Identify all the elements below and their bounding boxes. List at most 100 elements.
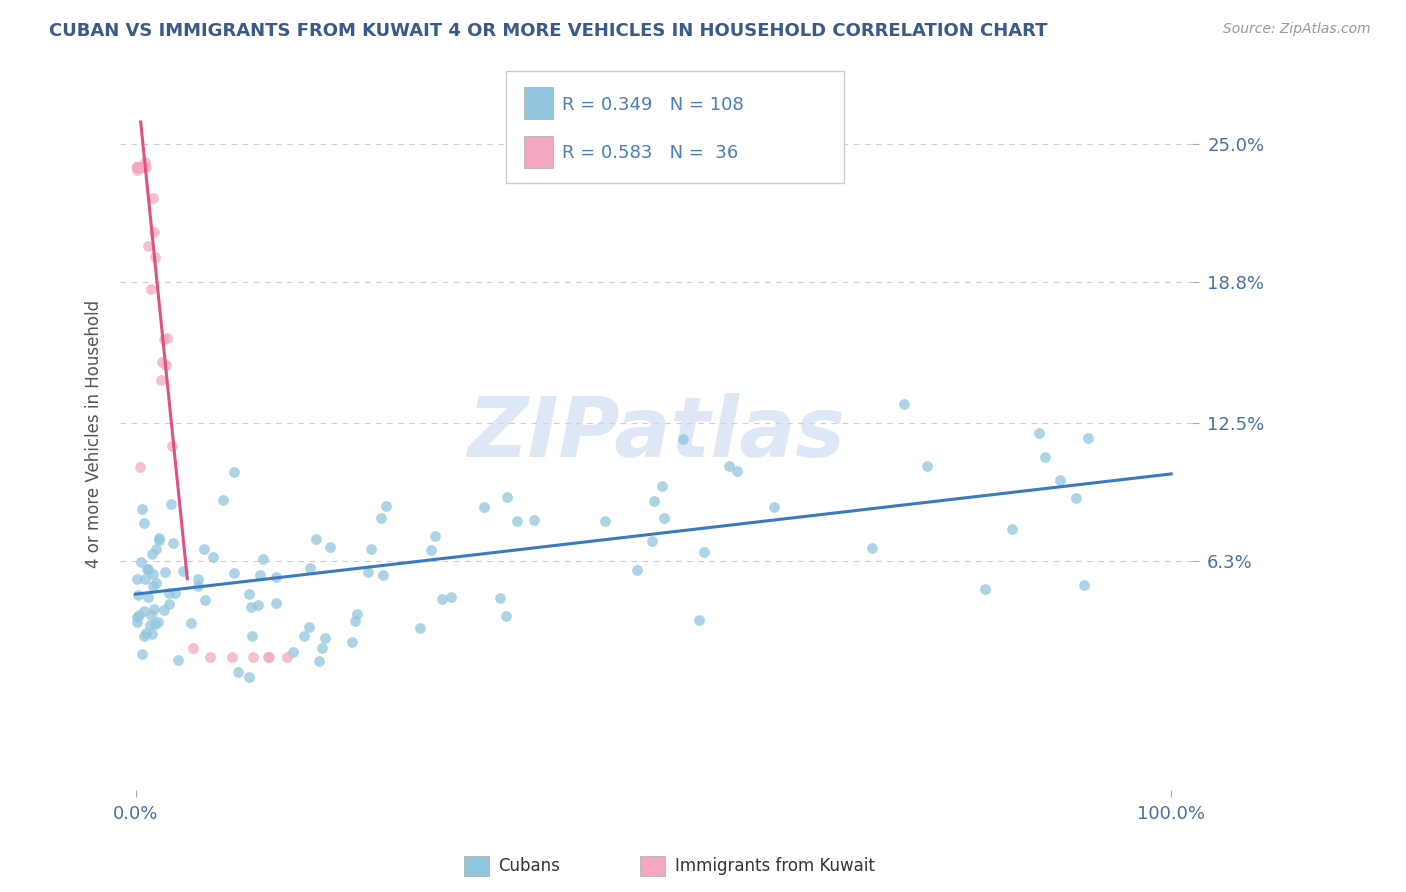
Point [142, 602, 165, 616]
Point [125, 160, 148, 174]
Point [488, 591, 510, 605]
Point [893, 397, 915, 411]
Point [139, 607, 162, 622]
Point [136, 590, 159, 604]
Point [200, 649, 222, 664]
Point [162, 535, 184, 549]
Point [915, 459, 938, 474]
Text: Source: ZipAtlas.com: Source: ZipAtlas.com [1223, 22, 1371, 37]
Point [135, 626, 157, 640]
Point [651, 479, 673, 493]
Point [160, 497, 183, 511]
Point [725, 464, 748, 478]
Point [643, 494, 665, 508]
Point [136, 562, 159, 576]
Point [131, 647, 153, 661]
Point [1073, 577, 1095, 591]
Point [125, 573, 148, 587]
Point [292, 629, 315, 643]
Point [181, 640, 204, 655]
Point [495, 490, 517, 504]
Point [125, 160, 148, 174]
Point [688, 613, 710, 627]
Point [128, 460, 150, 475]
Point [252, 552, 274, 566]
Point [304, 532, 326, 546]
Point [211, 493, 233, 508]
Point [152, 354, 174, 368]
Point [127, 588, 149, 602]
Point [125, 160, 148, 174]
Point [128, 160, 150, 174]
Point [1028, 426, 1050, 441]
Point [276, 649, 298, 664]
Point [626, 563, 648, 577]
Text: Cubans: Cubans [498, 856, 560, 874]
Point [148, 531, 170, 545]
Point [143, 616, 166, 631]
Point [153, 565, 176, 579]
Point [187, 572, 209, 586]
Point [131, 502, 153, 516]
Point [139, 282, 162, 296]
Point [360, 541, 382, 556]
Point [134, 155, 156, 169]
Point [249, 568, 271, 582]
Point [128, 160, 150, 174]
Point [242, 649, 264, 664]
Point [142, 225, 165, 239]
Point [641, 533, 664, 548]
Point [340, 635, 363, 649]
Point [1033, 450, 1056, 465]
Point [693, 544, 716, 558]
Point [131, 160, 153, 174]
Point [187, 579, 209, 593]
Point [125, 163, 148, 178]
Point [1049, 473, 1071, 487]
Point [202, 550, 225, 565]
Point [142, 566, 165, 581]
Point [247, 599, 270, 613]
Point [131, 555, 153, 569]
Text: R = 0.349   N = 108: R = 0.349 N = 108 [562, 95, 744, 113]
Point [264, 570, 287, 584]
Point [221, 649, 243, 664]
Point [308, 654, 330, 668]
Point [166, 653, 188, 667]
Point [343, 614, 366, 628]
Point [194, 593, 217, 607]
Point [134, 572, 156, 586]
Point [224, 465, 246, 479]
Point [145, 542, 167, 557]
Point [373, 568, 395, 582]
Point [419, 543, 441, 558]
Text: Immigrants from Kuwait: Immigrants from Kuwait [675, 856, 875, 874]
Point [506, 514, 529, 528]
Point [256, 649, 278, 664]
Point [157, 597, 180, 611]
Point [440, 591, 463, 605]
Point [134, 516, 156, 531]
Point [160, 440, 183, 454]
Point [136, 238, 159, 252]
Point [143, 250, 166, 264]
Point [127, 615, 149, 629]
Point [264, 596, 287, 610]
Point [374, 499, 396, 513]
Point [222, 566, 245, 580]
Point [257, 649, 280, 664]
Point [132, 160, 155, 174]
Point [860, 541, 883, 556]
Point [172, 564, 194, 578]
Point [141, 547, 163, 561]
Point [193, 541, 215, 556]
Point [1077, 431, 1099, 445]
Point [239, 599, 262, 614]
Point [148, 533, 170, 547]
Point [149, 373, 172, 387]
Point [523, 513, 546, 527]
Point [409, 621, 432, 635]
Point [128, 160, 150, 174]
Point [132, 629, 155, 643]
Point [311, 640, 333, 655]
